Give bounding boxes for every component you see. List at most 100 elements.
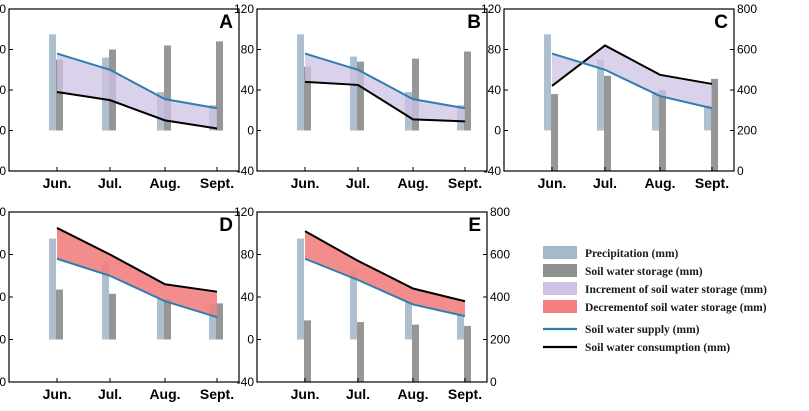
y2-tick-label: 800	[490, 205, 510, 219]
plot-area	[297, 34, 471, 131]
legend-label: Decrementof soil water storage (mm)	[585, 302, 767, 314]
x-tick-label: Jun.	[43, 386, 72, 402]
panel-c: -40 0 40 80 120 0 200 400 600 800 Jun. Jul. Aug. Sept…	[481, 2, 757, 191]
soil-water-consumption-line	[56, 227, 218, 293]
soil-water-storage-bar	[711, 78, 718, 171]
y-tick-label: 0	[0, 333, 6, 347]
soil-water-storage-bar	[164, 45, 171, 131]
soil-water-consumption-line	[551, 44, 713, 87]
y-tick-label: 0	[247, 124, 254, 138]
soil-water-storage-bar	[56, 289, 63, 340]
precipitation-bar	[102, 261, 109, 340]
soil-water-storage-bar	[464, 325, 471, 382]
y-tick-label: 80	[0, 248, 6, 262]
legend-item: Soil water consumption (mm)	[543, 342, 730, 354]
x-tick-label: Aug.	[397, 386, 428, 402]
soil-water-storage-bar	[604, 75, 611, 171]
precipitation-bar	[652, 92, 659, 131]
y-tick-label: 120	[0, 205, 6, 219]
soil-water-storage-bar	[551, 94, 558, 171]
y-tick-label: 80	[488, 43, 502, 57]
soil-water-supply-line	[56, 52, 218, 110]
x-tick-label: Aug.	[397, 175, 428, 191]
panel-label: E	[468, 215, 481, 236]
x-tick-label: Sept.	[448, 386, 482, 402]
y-tick-label: -40	[0, 375, 6, 389]
panel-e: -40 0 40 80 120 0 200 400 600 800 Jun. Jul. Aug. Sept…	[234, 205, 510, 402]
legend-swatch	[543, 264, 577, 277]
x-tick-label: Jun.	[291, 175, 320, 191]
plot-area	[49, 34, 223, 131]
legend-item: Precipitation (mm)	[543, 246, 679, 260]
x-tick-label: Jun.	[538, 175, 567, 191]
soil-water-storage-bar	[216, 41, 223, 131]
y-tick-label: 0	[494, 124, 501, 138]
soil-water-supply-line	[304, 257, 466, 318]
x-tick-label: Aug.	[644, 175, 675, 191]
y-tick-label: 40	[0, 83, 6, 97]
x-tick-label: Jul.	[98, 175, 122, 191]
soil-water-storage-bar	[304, 320, 311, 382]
plot-area	[544, 34, 718, 171]
y-tick-label: 120	[481, 2, 501, 16]
y2-tick-label: 400	[490, 290, 510, 304]
y-tick-label: 0	[0, 124, 6, 138]
soil-water-consumption-line	[304, 230, 466, 303]
panel-label: B	[467, 12, 481, 33]
x-tick-label: Jul.	[593, 175, 617, 191]
x-tick-label: Jun.	[291, 386, 320, 402]
precipitation-bar	[209, 303, 216, 340]
precipitation-bar	[49, 238, 56, 340]
x-tick-label: Aug.	[149, 386, 180, 402]
precipitation-bar	[704, 105, 711, 131]
y2-tick-label: 800	[737, 2, 757, 16]
soil-water-supply-line	[304, 52, 466, 110]
legend-label: Soil water consumption (mm)	[585, 342, 730, 354]
y2-tick-label: 200	[737, 124, 757, 138]
panels: -40 0 40 80 120 Jun. Jul. Aug. Sept. A -40 0 40 80 120…	[0, 2, 757, 402]
y-tick-label: 120	[234, 2, 254, 16]
x-tick-label: Jul.	[346, 386, 370, 402]
precipitation-bar	[544, 34, 551, 131]
soil-water-storage-bar	[659, 90, 666, 171]
legend-item: Increment of soil water storage (mm)	[543, 282, 767, 296]
soil-water-storage-bar	[357, 61, 364, 131]
legend-swatch	[543, 282, 577, 295]
increment-band	[552, 45, 712, 109]
precipitation-bar	[350, 270, 357, 340]
soil-water-storage-bar	[304, 66, 311, 131]
legend-item: Soil water storage (mm)	[543, 264, 703, 278]
y-tick-label: 40	[241, 290, 255, 304]
legend-swatch	[543, 246, 577, 259]
panel-label: A	[219, 12, 233, 33]
y2-tick-label: 0	[737, 164, 744, 178]
precipitation-bar	[597, 59, 604, 131]
x-tick-label: Sept.	[200, 175, 234, 191]
y-tick-label: 40	[0, 290, 6, 304]
soil-water-storage-bar	[464, 51, 471, 131]
soil-water-storage-bar	[56, 59, 63, 131]
y2-tick-label: 400	[737, 83, 757, 97]
soil-water-consumption-line	[56, 91, 218, 130]
x-tick-label: Jun.	[43, 175, 72, 191]
y2-tick-label: 600	[490, 248, 510, 262]
legend-label: Soil water storage (mm)	[585, 266, 703, 278]
precipitation-bar	[457, 314, 464, 340]
legend-label: Precipitation (mm)	[585, 248, 679, 260]
x-tick-label: Sept.	[448, 175, 482, 191]
plot-area	[297, 230, 471, 382]
precipitation-bar	[350, 56, 357, 131]
legend-swatch	[543, 300, 577, 313]
increment-band	[57, 53, 217, 129]
soil-water-storage-bar	[412, 324, 419, 382]
soil-water-consumption-line	[304, 80, 466, 123]
soil-water-supply-line	[56, 257, 218, 319]
panel-a: -40 0 40 80 120 Jun. Jul. Aug. Sept. A	[0, 2, 240, 191]
precipitation-bar	[297, 238, 304, 340]
axes-frame	[256, 211, 488, 383]
x-tick-label: Sept.	[695, 175, 729, 191]
soil-water-supply-line	[551, 52, 713, 110]
plot-area	[49, 227, 223, 340]
decrement-band	[57, 227, 217, 318]
y-tick-label: -40	[0, 164, 6, 178]
